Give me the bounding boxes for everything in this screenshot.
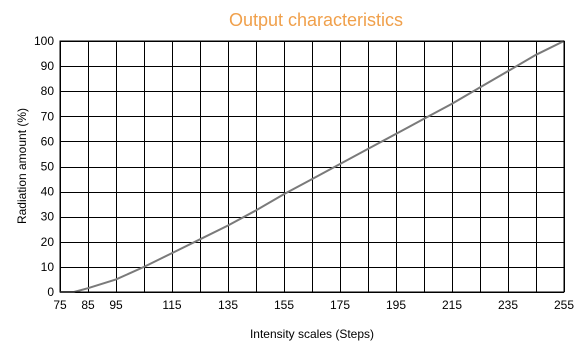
y-tick-label: 40 [41,185,55,199]
plot-frame [59,40,565,293]
series-line [60,40,565,293]
x-tick-label: 135 [218,298,238,312]
y-tick-label: 100 [34,34,54,48]
grid-lines [60,41,565,293]
x-tick-label: 115 [162,298,181,312]
x-tick-label: 235 [498,298,518,312]
y-tick-label: 30 [41,210,55,224]
y-tick-label: 70 [41,109,55,123]
x-tick-label: 255 [554,298,574,312]
y-axis-label: Radiation amount (%) [15,108,29,224]
y-tick-label: 20 [41,235,55,249]
y-tick-label: 50 [41,160,55,174]
x-tick-label: 155 [274,298,294,312]
y-axis-ticks: 0 10 20 30 40 50 60 70 80 90 100 [34,34,54,299]
y-tick-label: 90 [41,59,55,73]
x-axis-label: Intensity scales (Steps) [250,327,374,341]
y-tick-label: 80 [41,84,55,98]
series-layer [60,40,565,293]
chart-title: Output characteristics [229,10,403,30]
y-tick-label: 0 [47,285,54,299]
x-axis-ticks: 75 85 95 115 135 155 175 195 215 235 255 [53,298,574,312]
x-tick-label: 195 [386,298,406,312]
x-tick-label: 75 [53,298,67,312]
x-tick-label: 95 [109,298,123,312]
y-tick-label: 10 [41,260,55,274]
x-tick-label: 175 [330,298,350,312]
x-tick-label: 215 [442,298,462,312]
x-tick-label: 85 [81,298,95,312]
y-tick-label: 60 [41,134,55,148]
